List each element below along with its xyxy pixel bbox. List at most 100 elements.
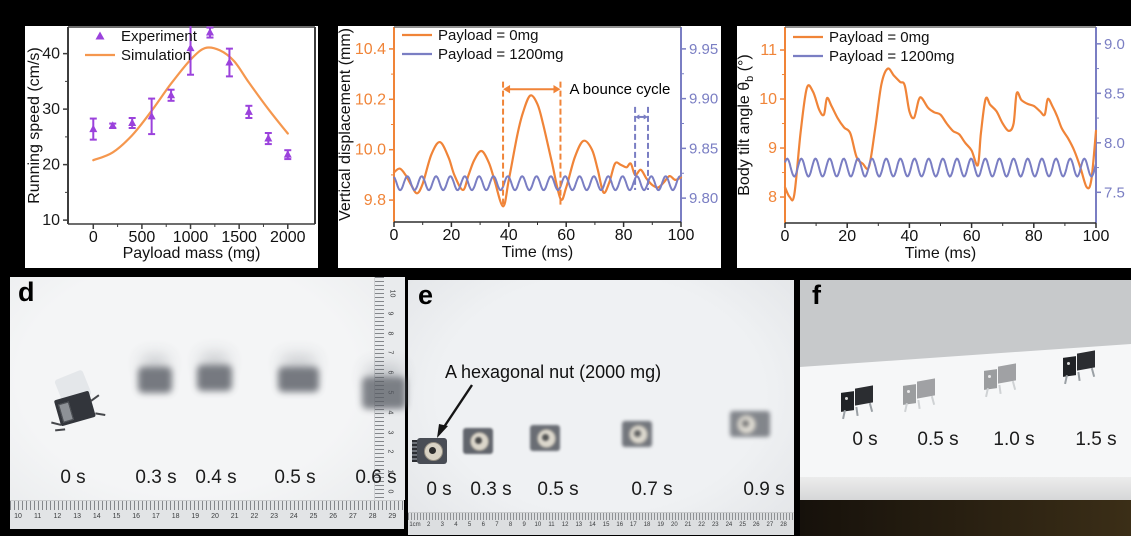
svg-text:10: 10: [759, 91, 777, 108]
robot-snapshot-blurred-0.6s: [362, 377, 406, 409]
time-labels-row: 0 s 0.3 s 0.4 s 0.5 s 0.6 s: [10, 467, 404, 493]
robot-snapshot-0.5s: [902, 378, 936, 413]
ruler-number: 18: [643, 522, 651, 528]
svg-text:Running speed (cm/s): Running speed (cm/s): [26, 47, 43, 204]
ruler-number: 27: [766, 522, 774, 528]
ruler-number: 24: [289, 513, 298, 520]
time-label: 0 s: [426, 479, 452, 500]
svg-text:0: 0: [781, 228, 790, 245]
svg-text:Vertical displacement (mm): Vertical displacement (mm): [338, 28, 354, 221]
ruler-ticks: [408, 513, 794, 520]
svg-text:10.0: 10.0: [355, 142, 386, 159]
time-label: 0.4 s: [195, 467, 237, 488]
ruler-ticks: [10, 501, 404, 510]
ruler-number: 10: [388, 289, 396, 298]
robot-snapshot-blurred-0.3s: [138, 367, 172, 393]
ruler-number: 11: [548, 522, 555, 528]
svg-text:80: 80: [1025, 228, 1043, 245]
ruler-number: 13: [575, 522, 583, 528]
ruler-number: 21: [684, 522, 692, 528]
ruler-number: 15: [602, 522, 610, 528]
vertical-displacement-chart: 0 20 40 60 80 100 9.8 10.0 10.2 10.4 9.80 9.85 9.90 9…: [337, 26, 718, 261]
ruler-number: 21: [230, 513, 239, 520]
chart-c-panel: 0 20 40 60 80 100 8 9 10 11 7.5 8.0 8.5 9.0 Body tilt …: [736, 26, 1131, 268]
ruler-number: 15: [112, 513, 121, 520]
svg-text:80: 80: [615, 227, 633, 244]
svg-text:10.4: 10.4: [355, 41, 386, 58]
svg-text:Payload = 0mg: Payload = 0mg: [829, 29, 929, 46]
svg-text:9.8: 9.8: [364, 192, 386, 209]
svg-text:20: 20: [443, 227, 461, 244]
svg-text:100: 100: [1083, 228, 1110, 245]
svg-text:Payload = 1200mg: Payload = 1200mg: [829, 48, 955, 65]
ruler-number: 26: [329, 513, 338, 520]
svg-text:10.2: 10.2: [355, 91, 386, 108]
robot-snapshot-blurred-0.5s: [278, 367, 319, 392]
annotation-arrow: [437, 384, 473, 438]
photo-f-panel: f 0 s 0.5 s 1.0 s 1.5 s: [800, 280, 1131, 536]
svg-text:0: 0: [89, 229, 98, 246]
ruler-number: 26: [752, 522, 760, 528]
svg-text:9.0: 9.0: [1104, 36, 1125, 53]
ruler-number: 3: [386, 430, 394, 435]
time-label: 0.3 s: [470, 479, 512, 500]
ruler-number: 13: [73, 513, 81, 520]
svg-text:8.5: 8.5: [1104, 85, 1125, 102]
time-label: 1.5 s: [1075, 429, 1117, 450]
robot-snapshot-1.0s: [983, 363, 1017, 398]
ruler-number: 1cm: [409, 522, 421, 528]
ruler-number: 10: [14, 513, 22, 520]
photo-d-panel: d 109876543210 1011121314151617181920212…: [10, 277, 406, 529]
time-label: 0.5 s: [537, 479, 579, 500]
ruler-number: 23: [711, 522, 719, 528]
time-label: 0.9 s: [743, 479, 785, 500]
ruler-number: 2: [386, 449, 394, 454]
robot-leg: [95, 412, 106, 416]
svg-text:40: 40: [42, 46, 60, 63]
ruler-number: 4: [454, 522, 458, 528]
svg-text:A bounce cycle: A bounce cycle: [569, 81, 670, 98]
ruler-number: 19: [657, 522, 665, 528]
time-label: 0 s: [852, 429, 878, 450]
svg-text:60: 60: [963, 228, 981, 245]
ruler-number: 17: [151, 513, 160, 520]
body-tilt-angle-chart: 0 20 40 60 80 100 8 9 10 11 7.5 8.0 8.5 9.0 Body tilt …: [736, 26, 1125, 262]
svg-text:Payload = 1200mg: Payload = 1200mg: [438, 46, 564, 63]
robot-legs: [412, 440, 419, 462]
svg-text:9.80: 9.80: [689, 190, 718, 207]
ruler-number: 20: [211, 513, 219, 520]
ruler-number: 6: [386, 370, 394, 375]
svg-text:2000: 2000: [270, 229, 306, 246]
ruler-number: 7: [386, 350, 394, 355]
horizontal-ruler: 10 11 12 13 14 15 16 17 18 19 20 21 22 23 24 25 26 27 28 29: [10, 500, 404, 529]
svg-text:Experiment: Experiment: [121, 28, 198, 45]
svg-text:7.5: 7.5: [1104, 184, 1125, 201]
ruler-number: 7: [495, 522, 499, 528]
svg-text:1000: 1000: [173, 229, 209, 246]
time-label: 0.6 s: [355, 467, 397, 488]
svg-text:Time (ms): Time (ms): [502, 244, 573, 261]
svg-text:8: 8: [768, 189, 777, 206]
time-label: 0.7 s: [631, 479, 673, 500]
svg-text:11: 11: [760, 42, 777, 59]
ruler-number: 23: [270, 513, 278, 520]
ruler-number: 27: [348, 513, 357, 520]
time-label: 0.5 s: [274, 467, 316, 488]
time-label: 0.3 s: [135, 467, 177, 488]
ruler-number: 16: [132, 513, 141, 520]
ruler-number: 19: [191, 513, 200, 520]
time-label: 0.5 s: [917, 429, 959, 450]
time-label: 0 s: [60, 467, 86, 488]
ruler-number: 28: [368, 513, 377, 520]
ruler-number: 8: [508, 522, 513, 528]
svg-text:Time (ms): Time (ms): [905, 245, 976, 262]
time-labels-row: 0 s 0.5 s 1.0 s 1.5 s: [800, 429, 1131, 455]
robot-snapshot-blurred-0.4s: [197, 365, 232, 391]
ruler-number: 22: [250, 513, 259, 520]
robot-snapshot-1.5s: [1062, 350, 1096, 385]
ruler-number: 11: [34, 513, 42, 520]
ruler-number: 28: [780, 522, 787, 528]
ruler-number: 6: [481, 522, 485, 528]
svg-text:9.95: 9.95: [689, 41, 718, 58]
